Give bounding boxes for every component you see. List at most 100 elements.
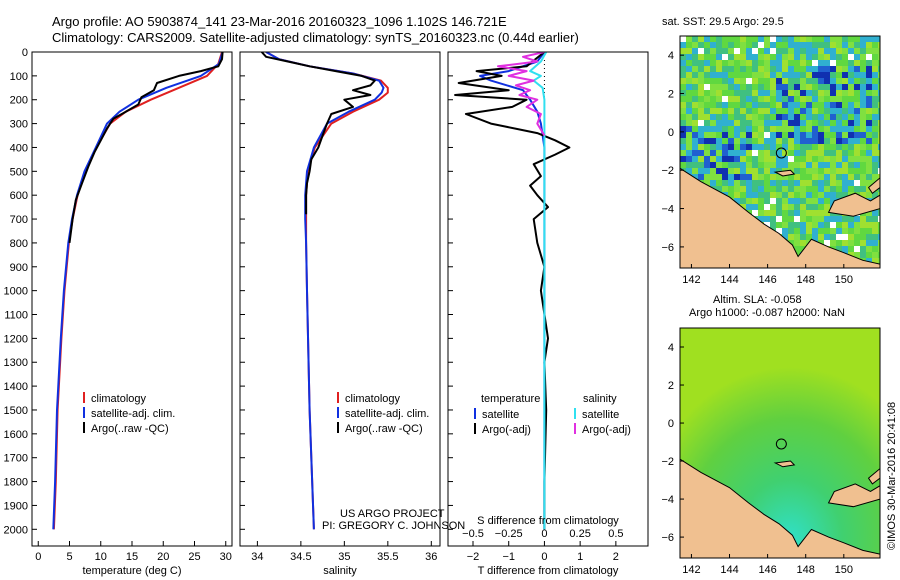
sst-cell xyxy=(782,78,788,84)
sst-cell xyxy=(824,90,830,96)
sst-cell xyxy=(782,108,788,114)
sst-cell xyxy=(848,252,854,258)
sst-cell xyxy=(866,120,872,126)
sst-cell xyxy=(746,198,752,204)
sst-cell xyxy=(806,180,812,186)
sst-cell xyxy=(836,168,842,174)
sst-cell xyxy=(728,174,734,180)
sst-cell xyxy=(824,162,830,168)
salinity-line-2 xyxy=(260,52,376,215)
sst-cell xyxy=(698,48,704,54)
temperature-line-2 xyxy=(68,52,224,244)
sst-cell xyxy=(680,144,686,150)
sst-cell xyxy=(866,210,872,216)
sst-cell xyxy=(722,186,728,192)
sst-cell xyxy=(848,120,854,126)
sst-cell xyxy=(848,48,854,54)
sst-cell xyxy=(824,150,830,156)
sst-cell xyxy=(836,66,842,72)
sst-cell xyxy=(812,210,818,216)
sst-cell xyxy=(842,216,848,222)
sst-cell xyxy=(680,138,686,144)
sst-cell xyxy=(770,174,776,180)
sst-cell xyxy=(872,258,878,264)
sst-cell xyxy=(794,48,800,54)
sst-cell xyxy=(806,108,812,114)
sst-cell xyxy=(878,84,880,90)
sla-title-line1: Altim. SLA: -0.058 xyxy=(713,294,802,306)
sst-cell xyxy=(758,186,764,192)
difference-plot: −2 −1 0 1 2 T difference from climatology −0.5… xyxy=(447,51,649,577)
sst-cell xyxy=(770,168,776,174)
sst-cell xyxy=(728,126,734,132)
sst-cell xyxy=(770,36,776,42)
sst-cell xyxy=(746,126,752,132)
sst-cell xyxy=(806,126,812,132)
sst-cell xyxy=(728,192,734,198)
sst-cell xyxy=(782,156,788,162)
sst-cell xyxy=(776,54,782,60)
sst-cell xyxy=(854,132,860,138)
sst-cell xyxy=(698,144,704,150)
map-ytick-label: 0 xyxy=(668,127,674,139)
sst-cell xyxy=(854,126,860,132)
sst-cell xyxy=(818,162,824,168)
sst-cell xyxy=(746,138,752,144)
sst-cell xyxy=(788,210,794,216)
sst-cell xyxy=(806,36,812,42)
map-xtick-label: 148 xyxy=(797,274,815,286)
sst-cell xyxy=(878,120,880,126)
sst-cell xyxy=(836,180,842,186)
sst-cell xyxy=(794,168,800,174)
sst-cell xyxy=(764,162,770,168)
sst-cell xyxy=(686,168,692,174)
sst-cell xyxy=(860,54,866,60)
sst-cell xyxy=(698,132,704,138)
sst-cell xyxy=(692,120,698,126)
sst-cell xyxy=(794,114,800,120)
sst-cell xyxy=(782,90,788,96)
sst-cell xyxy=(866,90,872,96)
sst-cell xyxy=(860,162,866,168)
sst-cell xyxy=(704,138,710,144)
sst-cell xyxy=(788,102,794,108)
depth-tick-label: 1900 xyxy=(4,500,28,512)
sst-cell xyxy=(842,48,848,54)
temperature-xtick-label: 15 xyxy=(126,551,138,563)
sst-cell xyxy=(830,126,836,132)
sst-cell xyxy=(824,156,830,162)
sst-cell xyxy=(842,72,848,78)
sst-cell xyxy=(812,108,818,114)
sst-cell xyxy=(830,192,836,198)
sst-cell xyxy=(848,150,854,156)
sst-cell xyxy=(770,186,776,192)
sst-cell xyxy=(842,246,848,252)
sst-cell xyxy=(722,48,728,54)
sst-cell xyxy=(728,84,734,90)
sst-cell xyxy=(716,126,722,132)
sst-cell xyxy=(788,216,794,222)
sst-cell xyxy=(836,48,842,54)
sst-cell xyxy=(824,240,830,246)
sst-cell xyxy=(686,108,692,114)
sst-cell xyxy=(836,96,842,102)
sst-cell xyxy=(722,84,728,90)
sst-cell xyxy=(836,36,842,42)
sst-cell xyxy=(794,96,800,102)
sst-cell xyxy=(836,114,842,120)
sst-cell xyxy=(728,168,734,174)
sst-cell xyxy=(752,90,758,96)
sst-cell xyxy=(776,156,782,162)
sst-cell xyxy=(788,96,794,102)
sst-cell xyxy=(812,228,818,234)
sst-cell xyxy=(800,108,806,114)
map-ytick-label: −2 xyxy=(661,165,674,177)
sst-cell xyxy=(794,108,800,114)
sst-cell xyxy=(746,54,752,60)
sst-cell xyxy=(872,162,878,168)
sst-cell xyxy=(770,132,776,138)
sst-cell xyxy=(758,114,764,120)
sst-cell xyxy=(878,258,880,264)
sst-cell xyxy=(860,216,866,222)
